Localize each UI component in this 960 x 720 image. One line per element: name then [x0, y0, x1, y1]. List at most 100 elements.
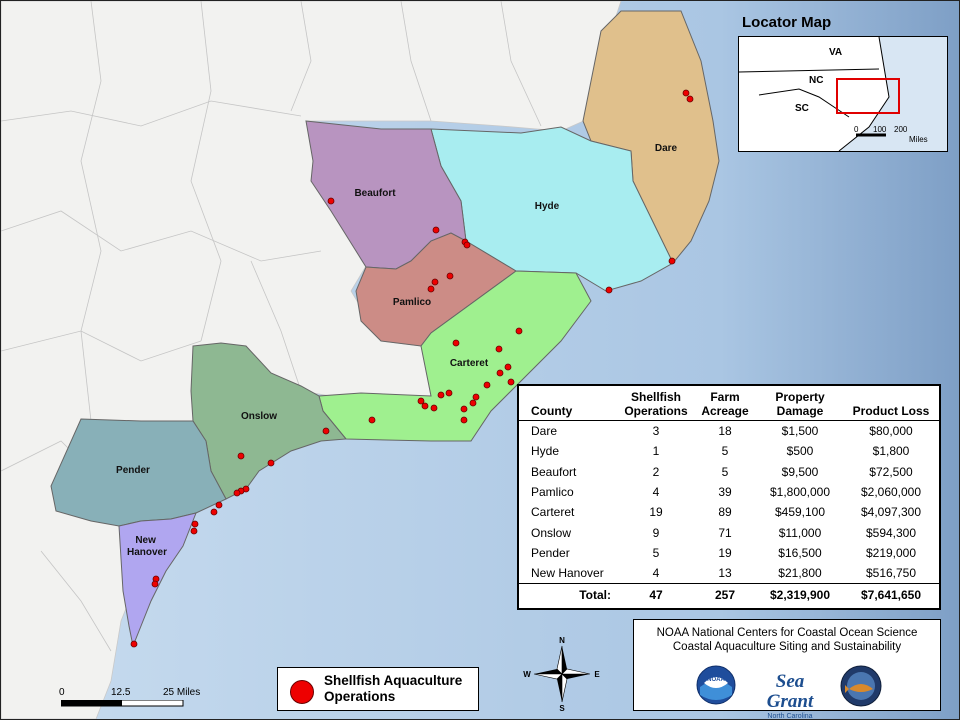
credits-line-2: Coastal Aquaculture Siting and Sustainab…	[672, 641, 902, 653]
noaa-logo-text: NOAA	[707, 677, 725, 683]
county-dare[interactable]	[582, 10, 720, 264]
sea-grant-logo-subtext: North Carolina	[767, 713, 813, 720]
cell-product-loss: $80,000	[869, 424, 913, 439]
operation-marker[interactable]	[515, 327, 523, 335]
cell-operations: 2	[652, 464, 660, 479]
operation-marker[interactable]	[472, 393, 480, 401]
county-label-dare: Dare	[655, 143, 678, 154]
operation-marker[interactable]	[668, 257, 676, 265]
operation-marker[interactable]	[368, 416, 376, 424]
cell-acreage: 19	[718, 545, 732, 560]
locator-label-nc: NC	[809, 75, 824, 86]
operation-marker[interactable]	[151, 580, 159, 588]
legend-marker-icon	[290, 680, 314, 704]
scale-bar-graphic	[61, 700, 184, 707]
cell-county: New Hanover	[531, 566, 604, 581]
cell-damage: $459,100	[774, 505, 826, 520]
locator-nc-sc-border	[758, 88, 850, 118]
cell-county: Dare	[531, 424, 558, 439]
operation-marker[interactable]	[483, 381, 491, 389]
operation-marker[interactable]	[463, 241, 471, 249]
compass-rose: N E S W	[523, 636, 600, 713]
operation-marker[interactable]	[130, 640, 138, 648]
cell-operations: 3	[652, 424, 660, 439]
locator-scale-100: 100	[873, 125, 887, 134]
operation-marker[interactable]	[682, 89, 690, 97]
cell-operations: 1	[652, 444, 660, 459]
operation-marker[interactable]	[432, 226, 440, 234]
operation-marker[interactable]	[267, 459, 275, 467]
locator-va-nc-border	[739, 68, 880, 73]
operation-marker[interactable]	[210, 508, 218, 516]
operation-marker[interactable]	[437, 391, 445, 399]
operation-marker[interactable]	[469, 399, 477, 407]
cell-damage: $9,500	[781, 464, 819, 479]
total-label: Total:	[519, 583, 619, 605]
county-label-beaufort: Beaufort	[354, 188, 396, 199]
operation-marker[interactable]	[686, 95, 694, 103]
county-label-hyde: Hyde	[535, 201, 560, 212]
table-total-row: Total: 47 257 $2,319,900 $7,641,650	[519, 583, 939, 605]
operation-marker[interactable]	[322, 427, 330, 435]
locator-map-frame: VA NC SC 0 100 200 Miles	[738, 36, 948, 152]
operation-marker[interactable]	[430, 404, 438, 412]
cell-product-loss: $1,800	[872, 444, 910, 459]
cell-operations: 4	[652, 566, 660, 581]
cell-damage: $500	[786, 444, 814, 459]
noaa-logo: NOAA	[696, 665, 736, 705]
operation-marker[interactable]	[504, 363, 512, 371]
operation-marker[interactable]	[496, 369, 504, 377]
table-row: Carteret 19 89 $459,100 $4,097,300	[519, 502, 939, 522]
legend-label-line-1: Shellfish Aquaculture	[324, 673, 463, 688]
legend-label: Shellfish Aquaculture Operations	[324, 673, 462, 705]
cell-damage: $1,800,000	[769, 485, 831, 500]
cell-county: Onslow	[531, 525, 572, 540]
cell-operations: 19	[649, 505, 663, 520]
county-label-new-hanover: New Hanover	[127, 535, 167, 558]
table-body: Dare 3 18 $1,500 $80,000 Hyde 1 5 $500 $1,800 Be…	[519, 421, 939, 605]
cell-product-loss: $516,750	[865, 566, 917, 581]
county-label-pender: Pender	[116, 465, 150, 476]
cell-acreage: 5	[721, 444, 729, 459]
operation-marker[interactable]	[431, 278, 439, 286]
operation-marker[interactable]	[495, 345, 503, 353]
operation-marker[interactable]	[452, 339, 460, 347]
cell-county: Carteret	[531, 505, 575, 520]
operation-marker[interactable]	[233, 489, 241, 497]
operation-marker[interactable]	[190, 527, 198, 535]
scale-label-12-5: 12.5	[111, 687, 131, 698]
locator-ocean	[839, 37, 947, 151]
cell-county: Beaufort	[531, 464, 577, 479]
operation-marker[interactable]	[460, 405, 468, 413]
cell-product-loss: $4,097,300	[860, 505, 922, 520]
header-operations: Shellfish Operations	[619, 386, 693, 421]
cell-operations: 5	[652, 545, 660, 560]
county-carteret[interactable]	[318, 270, 592, 442]
county-label-new-hanover-line2: Hanover	[127, 547, 167, 558]
scale-bar: 0 12.5 25 Miles	[49, 687, 249, 711]
operation-marker[interactable]	[605, 286, 613, 294]
operation-marker[interactable]	[460, 416, 468, 424]
cell-damage: $1,500	[781, 424, 819, 439]
total-damage: $2,319,900	[757, 583, 843, 605]
operation-marker[interactable]	[421, 402, 429, 410]
cell-product-loss: $594,300	[865, 525, 917, 540]
operation-marker[interactable]	[417, 397, 425, 405]
operation-marker[interactable]	[446, 272, 454, 280]
total-operations: 47	[619, 583, 693, 605]
operation-marker[interactable]	[215, 501, 223, 509]
operation-marker[interactable]	[327, 197, 335, 205]
table-row: Beaufort 2 5 $9,500 $72,500	[519, 462, 939, 482]
cell-acreage: 39	[718, 485, 732, 500]
total-product-loss: $7,641,650	[843, 583, 939, 605]
cell-product-loss: $219,000	[865, 545, 917, 560]
operation-marker[interactable]	[427, 285, 435, 293]
table-row: New Hanover 4 13 $21,800 $516,750	[519, 563, 939, 584]
operation-marker[interactable]	[445, 389, 453, 397]
operation-marker[interactable]	[191, 520, 199, 528]
operation-marker[interactable]	[237, 452, 245, 460]
inland-county-lines	[1, 1, 542, 652]
operation-marker[interactable]	[507, 378, 515, 386]
cell-acreage: 5	[721, 464, 729, 479]
